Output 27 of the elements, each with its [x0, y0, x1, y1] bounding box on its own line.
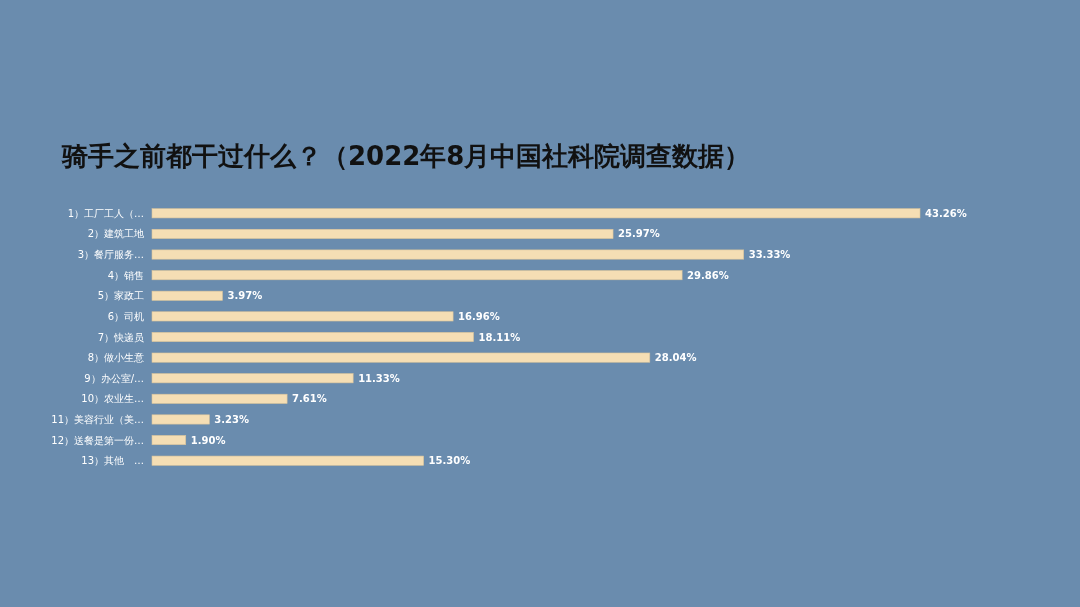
category-label: 3）餐厅服务…	[77, 249, 144, 261]
value-label: 3.97%	[227, 290, 263, 302]
value-label: 25.97%	[618, 228, 660, 240]
category-label: 11）美容行业（美…	[51, 413, 144, 425]
category-label: 8）做小生意	[87, 352, 144, 364]
category-label: 4）销售	[107, 269, 144, 281]
category-label: 5）家政工	[97, 290, 144, 302]
category-label: 9）办公室/…	[84, 372, 144, 384]
category-label: 10）农业生…	[81, 393, 144, 405]
value-label: 18.11%	[478, 331, 521, 343]
value-label: 3.23%	[214, 413, 250, 425]
value-label: 15.30%	[428, 455, 471, 467]
value-label: 1.90%	[190, 434, 226, 446]
category-label: 13）其他 …	[81, 455, 144, 467]
value-label: 11.33%	[358, 372, 400, 384]
value-label: 29.86%	[687, 269, 729, 281]
category-label: 1）工厂工人（…	[67, 207, 144, 219]
value-label: 28.04%	[654, 352, 697, 364]
category-label: 7）快递员	[97, 331, 144, 343]
category-label: 6）司机	[107, 310, 144, 322]
value-label: 16.96%	[458, 310, 500, 322]
category-label: 2）建筑工地	[87, 228, 144, 240]
value-label: 33.33%	[748, 249, 791, 261]
category-label: 12）送餐是第一份…	[51, 434, 144, 446]
title: 骑手之前都干过什么？（2022年8月中国社科院调查数据）	[62, 141, 751, 171]
value-label: 7.61%	[292, 393, 327, 405]
value-label: 43.26%	[925, 207, 967, 219]
